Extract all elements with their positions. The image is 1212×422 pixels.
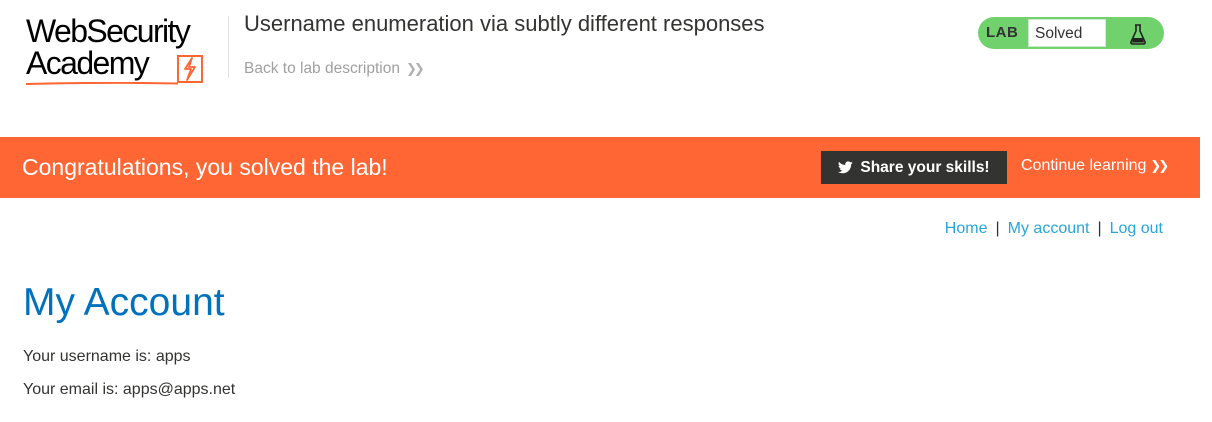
email-line: Your email is: apps@apps.net: [23, 381, 236, 398]
header-divider: [228, 16, 229, 78]
lab-status-widget: LAB Solved: [978, 17, 1164, 49]
logo-underline: [26, 82, 178, 85]
lightning-bolt-icon: [177, 55, 203, 83]
twitter-icon: [838, 161, 854, 174]
solved-banner: Congratulations, you solved the lab! Sha…: [0, 137, 1200, 198]
logo-line-1: WebSecurity: [26, 13, 191, 49]
continue-learning-link[interactable]: Continue learning ❯❯: [1021, 157, 1169, 175]
lab-status-box: Solved: [1028, 19, 1106, 47]
lab-title: Username enumeration via subtly differen…: [244, 11, 765, 36]
double-chevron-right-icon: ❯❯: [405, 61, 425, 76]
back-to-lab-description-link[interactable]: Back to lab description ❯❯: [244, 60, 425, 78]
page-header: WebSecurity Academy Username enumeration…: [0, 0, 1212, 137]
top-nav: Home | My account | Log out: [945, 220, 1163, 238]
nav-log-out-link[interactable]: Log out: [1109, 220, 1163, 237]
nav-separator: |: [1097, 220, 1102, 237]
nav-my-account-link[interactable]: My account: [1007, 220, 1090, 237]
flask-icon: [1130, 24, 1146, 45]
page-title: My Account: [23, 281, 225, 324]
username-line: Your username is: apps: [23, 348, 191, 365]
continue-learning-label: Continue learning: [1021, 157, 1147, 174]
congratulations-message: Congratulations, you solved the lab!: [22, 154, 388, 180]
nav-home-link[interactable]: Home: [944, 220, 988, 237]
lab-badge: LAB: [986, 24, 1019, 41]
share-button-label: Share your skills!: [860, 158, 990, 176]
logo-line-2: Academy: [26, 45, 150, 81]
share-your-skills-button[interactable]: Share your skills!: [821, 151, 1007, 184]
back-link-label: Back to lab description: [244, 60, 400, 77]
lab-status-text: Solved: [1035, 25, 1083, 42]
double-chevron-right-icon: ❯❯: [1150, 158, 1169, 173]
nav-separator: |: [995, 220, 1000, 237]
web-security-academy-logo[interactable]: WebSecurity Academy: [26, 13, 226, 88]
